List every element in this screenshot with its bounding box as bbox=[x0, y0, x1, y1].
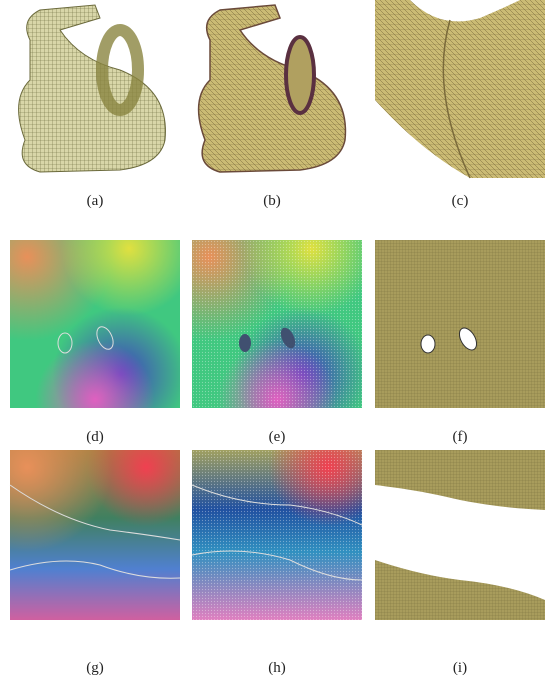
torus bbox=[286, 37, 314, 113]
caption: (c) bbox=[452, 193, 469, 209]
caption: (g) bbox=[86, 660, 104, 676]
panel-e bbox=[192, 240, 362, 408]
caption: (b) bbox=[263, 193, 281, 209]
figure: (a) (b) (c) (d) (e) (f) (g) (h) (i) bbox=[0, 0, 553, 687]
panel-c bbox=[375, 0, 545, 178]
hole bbox=[421, 335, 435, 353]
caption: (f) bbox=[453, 429, 468, 445]
mesh-strip bbox=[375, 450, 545, 510]
panel-d bbox=[10, 240, 180, 408]
panel-i bbox=[375, 450, 545, 620]
caption: (e) bbox=[269, 429, 286, 445]
caption: (h) bbox=[268, 660, 286, 676]
hole bbox=[239, 334, 251, 352]
mesh-bunny bbox=[19, 5, 166, 172]
panel-b bbox=[199, 5, 346, 172]
panel-g bbox=[10, 450, 180, 620]
panel-h bbox=[192, 450, 362, 620]
mesh-strip bbox=[375, 560, 545, 620]
caption: (d) bbox=[86, 429, 104, 445]
caption: (a) bbox=[87, 193, 104, 209]
panel-f bbox=[375, 240, 545, 408]
mesh-bunny bbox=[199, 5, 346, 172]
param-mesh bbox=[375, 240, 545, 408]
panel-a bbox=[19, 5, 166, 172]
caption: (i) bbox=[453, 660, 467, 676]
